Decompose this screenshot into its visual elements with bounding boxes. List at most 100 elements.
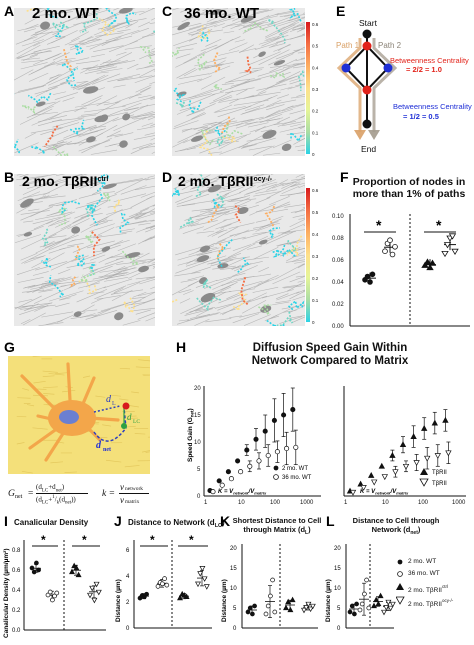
- svg-text:0: 0: [312, 152, 315, 157]
- panel-k-plot: Distance (µm) 20 15 10 5 0: [218, 534, 322, 640]
- svg-text:*: *: [189, 533, 194, 547]
- panel-i-title: Canalicular Density: [14, 518, 88, 527]
- svg-text:2: 2: [126, 600, 130, 606]
- svg-text:K = Vnetwork/Vmatrix: K = Vnetwork/Vmatrix: [360, 489, 409, 496]
- svg-text:1: 1: [204, 500, 208, 506]
- svg-text:0.2: 0.2: [312, 109, 319, 114]
- panel-h-letter: H: [176, 340, 186, 354]
- panel-d-letter: D: [162, 170, 172, 184]
- svg-text:100: 100: [418, 500, 429, 506]
- svg-text:0.8: 0.8: [12, 548, 21, 554]
- osteocyte-diagram: d L d LC d net: [8, 356, 150, 474]
- svg-text:0.4: 0.4: [312, 65, 319, 70]
- svg-text:LC: LC: [133, 419, 140, 425]
- panel-a-letter: A: [4, 4, 14, 18]
- start-node: [363, 30, 372, 39]
- panel-h-axes: Speed Gain (Gnet) 20 15 10 5 0 1 10 100 …: [176, 372, 474, 512]
- panel-h-plots: Speed Gain (Gnet) 20 15 10 5 0 1 10 100 …: [176, 372, 474, 512]
- svg-text:0.2: 0.2: [312, 276, 319, 281]
- svg-text:5: 5: [337, 606, 341, 612]
- svg-text:0.1: 0.1: [312, 130, 319, 135]
- legend-item-4: 2 mo. TβRIIocy-/-: [408, 598, 453, 608]
- panel-g-cell-diagram: d L d LC d net: [8, 356, 150, 474]
- svg-text:10: 10: [238, 500, 245, 506]
- svg-text:Distance (µm): Distance (µm): [221, 579, 228, 622]
- svg-text:0.00: 0.00: [332, 324, 344, 330]
- svg-text:TβRII: TβRII: [432, 470, 447, 476]
- panel-l-plot: Distance (µm) 20 15 10 5 0: [322, 534, 396, 640]
- svg-text:*: *: [150, 533, 155, 547]
- legend-item-3: 2 mo. TβRIIctrl: [408, 584, 448, 594]
- svg-text:1000: 1000: [452, 500, 466, 506]
- red-node-bottom: [363, 86, 372, 95]
- svg-text:d: d: [96, 440, 102, 451]
- panel-j-letter: J: [114, 514, 122, 528]
- network-image-b: [14, 174, 155, 326]
- panel-l-axes: Distance (µm) 20 15 10 5 0: [322, 534, 396, 640]
- svg-text:20: 20: [230, 546, 237, 552]
- svg-text:Canalicular Density (µm/µm²): Canalicular Density (µm/µm²): [3, 549, 10, 638]
- svg-text:0.6: 0.6: [312, 22, 319, 27]
- svg-text:20: 20: [194, 386, 201, 392]
- path1-label: Path 1: [336, 41, 360, 50]
- svg-text:0.0: 0.0: [12, 628, 21, 634]
- svg-text:0.1: 0.1: [312, 298, 319, 303]
- svg-text:0: 0: [197, 494, 201, 500]
- panel-b-letter: B: [4, 170, 14, 184]
- network-image-c: [172, 8, 305, 156]
- svg-text:0.08: 0.08: [332, 236, 344, 242]
- svg-text:0.5: 0.5: [312, 44, 319, 49]
- svg-text:Distance (µm): Distance (µm): [325, 579, 332, 622]
- svg-text:1000: 1000: [300, 500, 314, 506]
- svg-text:0: 0: [337, 626, 341, 632]
- svg-text:net: net: [103, 447, 111, 453]
- panel-i-axes: Canalicular Density (µm/µm²) 0.8 0.6 0.4…: [0, 528, 110, 640]
- legend-item-2: 36 mo. WT: [408, 570, 440, 577]
- panel-j-plot: Distance (µm) 6 4 2 0 * *: [112, 528, 216, 640]
- panel-a-network-map: 2 mo. WT: [14, 8, 155, 156]
- panel-c-title: 36 mo. WT: [184, 8, 259, 22]
- panel-i-letter: I: [4, 514, 8, 528]
- panel-d-title: 2 mo. TβRIIocy-/-: [178, 174, 272, 189]
- panel-j-axes: Distance (µm) 6 4 2 0 * *: [112, 528, 216, 640]
- red-node-top: [363, 42, 372, 51]
- svg-text:0.2: 0.2: [12, 608, 21, 614]
- svg-text:TβRII: TβRII: [432, 481, 447, 487]
- panel-g-formula: G net = (dLC+dnet) (dLC+1/k(dnet)) k = v…: [8, 480, 168, 510]
- svg-text:10: 10: [230, 586, 237, 592]
- svg-text:15: 15: [230, 566, 237, 572]
- svg-text:10: 10: [382, 500, 389, 506]
- svg-text:0.6: 0.6: [312, 188, 319, 193]
- svg-text:K = Vnetwork/Vmatrix: K = Vnetwork/Vmatrix: [218, 489, 267, 496]
- panel-g-letter: G: [4, 340, 15, 354]
- panel-a-title: 2 mo. WT: [32, 8, 99, 22]
- panel-c-letter: C: [162, 4, 172, 18]
- network-image-d: [172, 174, 305, 326]
- betweenness-diagram: Start End Path 1 Path 2 Betweenness Cent…: [330, 6, 474, 161]
- svg-text:*: *: [436, 217, 442, 233]
- svg-text:*: *: [41, 533, 46, 547]
- svg-text:*: *: [376, 217, 382, 233]
- panel-k-axes: Distance (µm) 20 15 10 5 0: [218, 534, 322, 640]
- green-point: [121, 423, 127, 429]
- bc-blue-label: Betweenness Centrality: [393, 102, 472, 111]
- svg-text:*: *: [82, 533, 87, 547]
- svg-text:10: 10: [334, 586, 341, 592]
- end-label: End: [361, 144, 376, 154]
- svg-text:0.10: 0.10: [332, 214, 344, 220]
- svg-text:100: 100: [270, 500, 281, 506]
- svg-text:d: d: [127, 412, 132, 422]
- svg-text:0.06: 0.06: [332, 258, 344, 264]
- network-image-a: [14, 8, 155, 156]
- svg-text:10: 10: [194, 440, 201, 446]
- bottom-legend: 2 mo. WT 36 mo. WT 2 mo. TβRIIctrl 2 mo.…: [396, 556, 474, 636]
- bc-red-label: Betweenness Centrality: [390, 56, 469, 65]
- panel-i-plot: Canalicular Density (µm/µm²) 0.8 0.6 0.4…: [0, 528, 110, 640]
- svg-text:2 mo. WT: 2 mo. WT: [282, 466, 308, 472]
- svg-text:L: L: [112, 401, 116, 407]
- red-point: [123, 403, 130, 410]
